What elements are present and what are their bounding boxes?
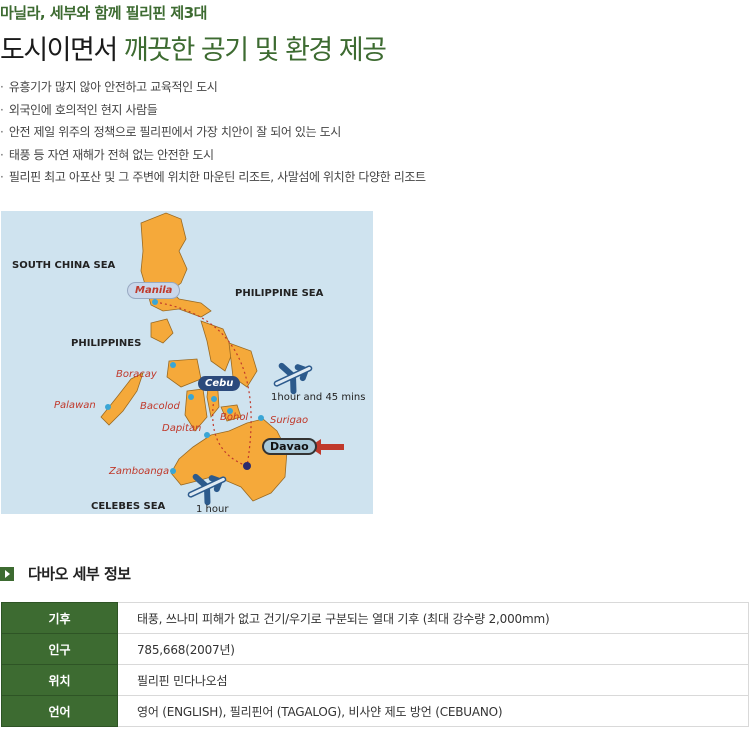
label-philippine-sea: PHILIPPINE SEA <box>235 288 324 299</box>
row-key: 위치 <box>1 664 118 696</box>
row-key: 기후 <box>1 602 118 634</box>
samar-island <box>200 320 234 372</box>
list-item: · 안전 제일 위주의 정책으로 필리핀에서 가장 치안이 잘 되어 있는 도시 <box>0 125 426 148</box>
label-dapitan: Dapitan <box>162 423 202 434</box>
label-south-china-sea: SOUTH CHINA SEA <box>12 260 116 271</box>
luzon-island <box>140 212 212 318</box>
dot-dapitan <box>204 432 210 438</box>
row-value: 785,668(2007년) <box>117 633 749 665</box>
route-manila-davao <box>154 301 252 467</box>
label-country: PHILIPPINES <box>71 338 142 349</box>
dot-bacolod <box>188 394 194 400</box>
label-celebes-sea: CELEBES SEA <box>91 501 166 512</box>
row-key: 인구 <box>1 633 118 665</box>
city-dots <box>105 299 264 474</box>
dot-cebu <box>211 396 217 402</box>
title-plain: 도시이면서 <box>0 35 124 66</box>
dot-davao <box>243 462 251 470</box>
flight-time-cebu-davao: 1 hour <box>196 504 229 514</box>
page-subtitle: 마닐라, 세부와 함께 필리핀 제3대 <box>0 4 207 22</box>
page-title: 도시이면서 깨끗한 공기 및 환경 제공 <box>0 28 387 67</box>
list-item: · 태풍 등 자연 재해가 전혀 없는 안전한 도시 <box>0 148 426 171</box>
list-item-text: 안전 제일 위주의 정책으로 필리핀에서 가장 치안이 잘 되어 있는 도시 <box>8 125 341 139</box>
label-bacolod: Bacolod <box>140 401 180 412</box>
label-surigao: Surigao <box>270 415 309 426</box>
list-item: · 유흥기가 많지 않아 안전하고 교육적인 도시 <box>0 80 426 103</box>
feature-list: · 유흥기가 많지 않아 안전하고 교육적인 도시 · 외국인에 호의적인 현지… <box>0 80 426 193</box>
map-graphic <box>100 212 344 506</box>
city-pill-cebu: Cebu <box>198 376 241 391</box>
bullet-marker: · <box>0 125 4 139</box>
city-pill-davao: Davao <box>262 438 317 455</box>
dot-surigao <box>258 415 264 421</box>
bullet-marker: · <box>0 102 4 117</box>
bullet-marker: · <box>0 147 4 162</box>
row-value: 태풍, 쓰나미 피해가 없고 건기/우기로 구분되는 열대 기후 (최대 강수량… <box>117 602 749 634</box>
list-item: · 필리핀 최고 아포산 및 그 주변에 위치한 마운틴 리조트, 사말섬에 위… <box>0 170 426 193</box>
list-item-text: 필리핀 최고 아포산 및 그 주변에 위치한 마운틴 리조트, 사말섬에 위치한… <box>8 170 426 184</box>
city-pill-manila: Manila <box>127 282 181 299</box>
label-boracay: Boracay <box>116 369 157 380</box>
section-header: 다바오 세부 정보 <box>0 563 131 584</box>
dot-boracay <box>170 362 176 368</box>
bullet-marker: · <box>0 170 4 184</box>
section-title: 다바오 세부 정보 <box>28 565 131 583</box>
info-table: 기후 태풍, 쓰나미 피해가 없고 건기/우기로 구분되는 열대 기후 (최대 … <box>1 602 749 727</box>
label-zamboanga: Zamboanga <box>109 466 170 477</box>
row-value: 필리핀 민다나오섬 <box>117 664 749 696</box>
airplane-icon <box>273 362 313 395</box>
dot-zamboanga <box>170 468 176 474</box>
mindoro-island <box>150 318 174 344</box>
list-item: · 외국인에 호의적인 현지 사람들 <box>0 103 426 126</box>
philippines-map: SOUTH CHINA SEA PHILIPPINE SEA CELEBES S… <box>1 211 373 514</box>
table-row: 인구 785,668(2007년) <box>1 633 749 665</box>
dot-manila <box>152 299 158 305</box>
table-row: 언어 영어 (ENGLISH), 필리핀어 (TAGALOG), 비사얀 제도 … <box>1 695 749 727</box>
flight-time-manila-davao: 1hour and 45 mins <box>271 392 366 403</box>
table-row: 위치 필리핀 민다나오섬 <box>1 664 749 696</box>
title-highlight: 깨끗한 공기 및 환경 제공 <box>123 35 387 66</box>
airplane-icon <box>187 473 227 506</box>
label-palawan: Palawan <box>54 400 96 411</box>
play-icon <box>0 566 14 581</box>
landmass <box>100 212 288 502</box>
list-item-text: 태풍 등 자연 재해가 전혀 없는 안전한 도시 <box>8 147 214 162</box>
dot-bohol <box>227 408 233 414</box>
bullet-marker: · <box>0 80 4 94</box>
palawan-island <box>100 372 144 426</box>
row-value: 영어 (ENGLISH), 필리핀어 (TAGALOG), 비사얀 제도 방언 … <box>117 695 749 727</box>
table-row: 기후 태풍, 쓰나미 피해가 없고 건기/우기로 구분되는 열대 기후 (최대 … <box>1 602 749 634</box>
davao-arrow-icon <box>309 439 344 455</box>
dot-palawan <box>105 404 111 410</box>
mindanao-island <box>170 418 288 502</box>
label-bohol: Bohol <box>220 412 249 423</box>
row-key: 언어 <box>1 695 118 727</box>
list-item-text: 외국인에 호의적인 현지 사람들 <box>8 102 158 117</box>
list-item-text: 유흥기가 많지 않아 안전하고 교육적인 도시 <box>8 80 218 94</box>
